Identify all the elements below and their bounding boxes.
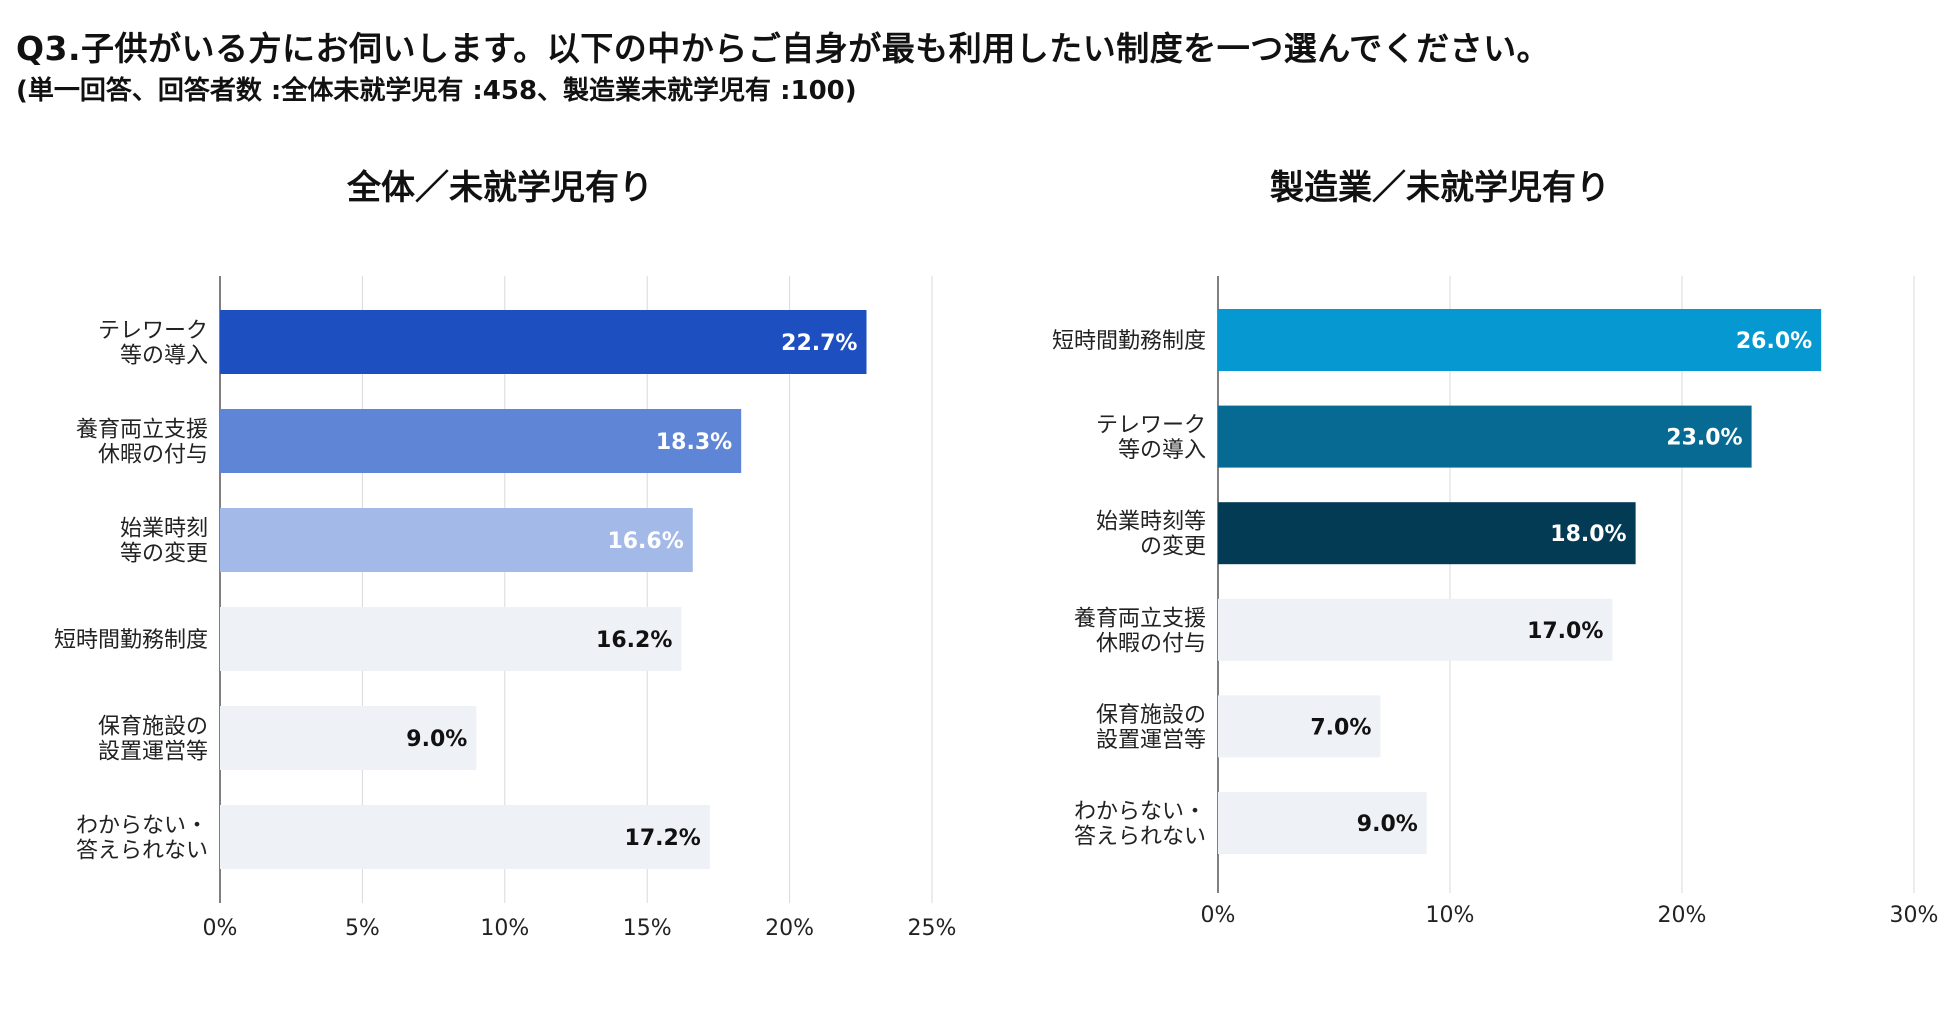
x-tick-label: 15% xyxy=(623,916,672,941)
data-label: 7.0% xyxy=(1310,715,1371,740)
chart-title-overall: 全体／未就学児有り xyxy=(347,168,653,208)
bar xyxy=(1218,792,1427,854)
category-label: わからない・答えられない xyxy=(1074,800,1206,850)
category-label: 短時間勤務制度 xyxy=(54,628,208,653)
data-label: 26.0% xyxy=(1736,329,1812,354)
data-label: 9.0% xyxy=(406,727,467,752)
data-label: 16.6% xyxy=(607,529,683,554)
bar xyxy=(1218,502,1636,565)
x-tick-label: 25% xyxy=(908,916,957,941)
data-label: 23.0% xyxy=(1666,426,1742,451)
data-label: 18.3% xyxy=(656,430,732,455)
bar xyxy=(220,310,867,374)
bar xyxy=(1218,695,1381,758)
x-tick-label: 20% xyxy=(765,916,814,941)
category-label: テレワーク等の導入 xyxy=(1096,413,1206,463)
chart-overall: 0% 5% 10% 15% 20% 25% 22.7% テレワーク等の導入 18.3% 養育両立支… xyxy=(54,276,957,941)
category-label: 短時間勤務制度 xyxy=(1052,329,1206,354)
data-label: 17.0% xyxy=(1527,619,1603,644)
bar xyxy=(220,508,693,572)
x-tick-label: 0% xyxy=(1201,903,1236,928)
bar xyxy=(1218,598,1613,661)
category-label: わからない・答えられない xyxy=(76,814,208,864)
x-tick-label: 0% xyxy=(203,916,238,941)
data-label: 9.0% xyxy=(1357,812,1418,837)
category-label: 保育施設の設置運営等 xyxy=(98,715,208,765)
bar xyxy=(1218,309,1822,371)
bar xyxy=(220,409,742,473)
x-tick-label: 20% xyxy=(1658,903,1707,928)
x-tick-label: 30% xyxy=(1890,903,1939,928)
data-label: 22.7% xyxy=(781,331,857,356)
data-label: 16.2% xyxy=(596,628,672,653)
bar xyxy=(220,805,710,869)
category-label: 養育両立支援休暇の付与 xyxy=(76,418,208,468)
bar xyxy=(220,706,477,770)
bar xyxy=(220,607,682,671)
category-label: 保育施設の設置運営等 xyxy=(1096,703,1206,753)
respondent-note: (単一回答、回答者数 :全体未就学児有 :458、製造業未就学児有 :100) xyxy=(16,76,857,106)
category-label: テレワーク等の導入 xyxy=(98,319,208,369)
bar xyxy=(1218,405,1752,468)
chart-title-manufacturing: 製造業／未就学児有り xyxy=(1270,168,1610,208)
x-tick-label: 10% xyxy=(1426,903,1475,928)
question-heading: Q3.子供がいる方にお伺いします。以下の中からご自身が最も利用したい制度を一つ選… xyxy=(16,29,1551,68)
category-label: 始業時刻等の変更 xyxy=(120,517,208,567)
data-label: 18.0% xyxy=(1550,522,1626,547)
data-label: 17.2% xyxy=(625,826,701,851)
category-label: 養育両立支援休暇の付与 xyxy=(1074,606,1206,656)
x-tick-label: 5% xyxy=(345,916,380,941)
x-tick-label: 10% xyxy=(480,916,529,941)
category-label: 始業時刻等の変更 xyxy=(1096,510,1206,560)
